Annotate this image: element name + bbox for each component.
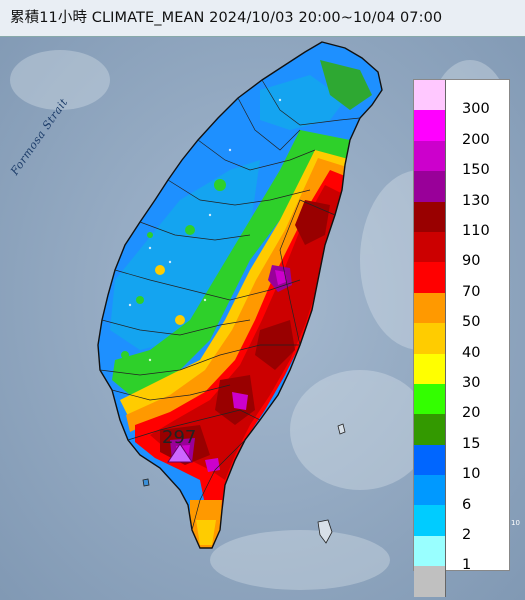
legend-swatch — [414, 262, 445, 293]
legend-label: 130 — [462, 192, 490, 209]
legend-label: 1 — [462, 557, 472, 574]
legend-label: 150 — [462, 162, 490, 179]
legend-label: 40 — [462, 344, 481, 361]
legend-swatch — [414, 566, 445, 597]
legend-swatch — [414, 505, 445, 536]
legend-swatch — [414, 140, 445, 172]
station-markers — [128, 98, 282, 362]
legend-swatch — [414, 475, 445, 506]
legend-label: 90 — [462, 253, 481, 270]
peak-value: 297 — [162, 427, 197, 448]
legend-label: 2 — [462, 527, 472, 543]
taiwan-coastline — [97, 41, 383, 549]
legend-label: 15 — [462, 435, 481, 452]
island-ludao — [337, 423, 346, 435]
legend-label: 70 — [462, 283, 481, 300]
legend-swatch — [414, 171, 445, 202]
legend-label: 20 — [462, 405, 481, 422]
legend-swatch — [414, 80, 445, 111]
legend-swatch — [414, 383, 445, 415]
legend-swatch — [414, 231, 445, 263]
county-borders — [99, 79, 361, 531]
title-band — [0, 0, 525, 36]
legend-label: 300 — [462, 101, 490, 118]
legend-label: 110 — [462, 223, 490, 239]
island-lanyu — [317, 519, 333, 544]
legend-swatch — [414, 323, 445, 354]
legend-swatch — [414, 444, 445, 476]
legend-label: 50 — [462, 314, 481, 331]
legend-label: 6 — [462, 496, 472, 513]
map-title: 累積11小時 CLIMATE_MEAN 2024/10/03 20:00~10/… — [10, 10, 443, 26]
peak-marker-icon — [167, 443, 193, 463]
legend-swatch — [414, 414, 445, 445]
legend-color-bar — [414, 80, 446, 597]
legend-swatch — [414, 353, 445, 384]
legend-swatch — [414, 292, 445, 324]
legend-label: 200 — [462, 131, 490, 148]
legend-label: 10 — [462, 466, 481, 483]
legend-label: 30 — [462, 375, 481, 391]
legend-swatch — [414, 535, 445, 567]
edge-mark: 10 — [511, 519, 520, 527]
legend-swatch — [414, 110, 445, 141]
legend-swatch — [414, 201, 445, 232]
island-xiaoliuqiu — [142, 478, 150, 487]
